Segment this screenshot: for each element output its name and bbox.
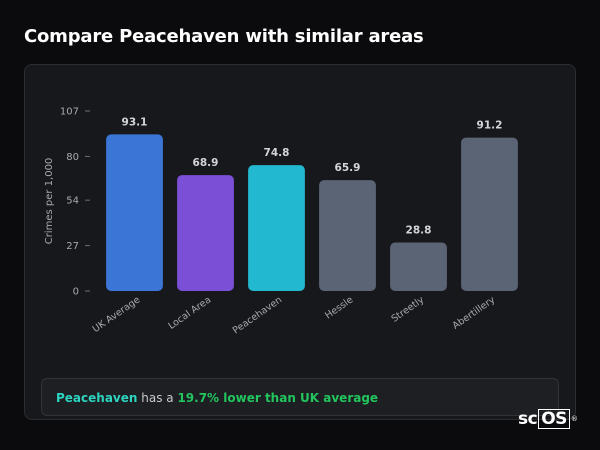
logo-boxed: OS [538, 409, 570, 429]
y-tick-label-0: 0 [73, 287, 79, 298]
scos-logo: sc OS ® [518, 408, 578, 430]
bar-local-area [177, 175, 234, 291]
value-label-4: 28.8 [406, 225, 432, 237]
bar-peacehaven [248, 165, 305, 291]
logo-prefix: sc [518, 409, 538, 429]
x-tick-label-5: Abertillery [451, 294, 498, 332]
x-tick-label-1: Local Area [166, 294, 213, 331]
x-tick-label-2: Peacehaven [231, 294, 284, 336]
y-tick-label-4: 107 [60, 107, 79, 118]
value-label-2: 74.8 [264, 147, 290, 159]
bar-abertillery [461, 137, 518, 291]
value-label-0: 93.1 [122, 116, 148, 128]
value-label-1: 68.9 [193, 157, 219, 169]
logo-mark: ® [570, 415, 578, 423]
value-label-5: 91.2 [477, 120, 503, 132]
y-axis-label: Crimes per 1,000 [44, 158, 55, 245]
x-tick-label-4: Streetly [389, 294, 426, 325]
bar-hessle [319, 180, 376, 291]
summary-text: has a [137, 391, 178, 405]
summary-area-name: Peacehaven [56, 391, 138, 405]
bar-streetly [390, 242, 447, 291]
y-tick-label-3: 80 [66, 152, 79, 163]
bar-uk-average [106, 134, 163, 291]
x-tick-label-0: UK Average [91, 294, 143, 335]
value-label-3: 65.9 [335, 162, 361, 174]
bar-chart: Crimes per 1,000 0 27 54 80 107 93.1 UK Average… [44, 107, 518, 336]
x-tick-label-3: Hessle [323, 294, 355, 321]
page-title: Compare Peacehaven with similar areas [24, 26, 424, 47]
y-tick-label-1: 27 [66, 241, 79, 252]
chart-card: Crimes per 1,000 0 27 54 80 107 93.1 UK Average… [24, 64, 576, 420]
y-tick-label-2: 54 [66, 196, 79, 207]
summary-highlight: 19.7% lower than UK average [177, 391, 379, 405]
summary-box: Peacehaven has a 19.7% lower than UK ave… [41, 378, 559, 416]
